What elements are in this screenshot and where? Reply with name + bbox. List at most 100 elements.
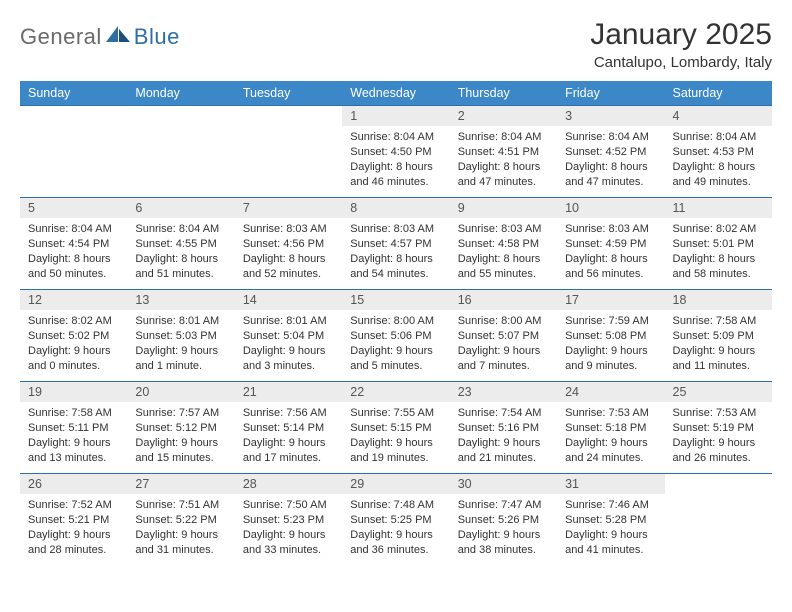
calendar-row: ......1Sunrise: 8:04 AMSunset: 4:50 PMDa… [20, 106, 772, 198]
day-number: 18 [665, 290, 772, 310]
day-details: Sunrise: 8:01 AMSunset: 5:04 PMDaylight:… [235, 310, 342, 379]
day-number: 22 [342, 382, 449, 402]
calendar-cell: .. [665, 474, 772, 566]
day-number: 8 [342, 198, 449, 218]
calendar-cell: 9Sunrise: 8:03 AMSunset: 4:58 PMDaylight… [450, 198, 557, 290]
logo-word2: Blue [134, 24, 180, 50]
day-number: 31 [557, 474, 664, 494]
day-number: 29 [342, 474, 449, 494]
day-details: Sunrise: 8:00 AMSunset: 5:07 PMDaylight:… [450, 310, 557, 379]
calendar-cell: .. [20, 106, 127, 198]
calendar-row: 19Sunrise: 7:58 AMSunset: 5:11 PMDayligh… [20, 382, 772, 474]
day-details: Sunrise: 8:03 AMSunset: 4:59 PMDaylight:… [557, 218, 664, 287]
calendar-cell: 1Sunrise: 8:04 AMSunset: 4:50 PMDaylight… [342, 106, 449, 198]
calendar-cell: 21Sunrise: 7:56 AMSunset: 5:14 PMDayligh… [235, 382, 342, 474]
calendar-cell: 10Sunrise: 8:03 AMSunset: 4:59 PMDayligh… [557, 198, 664, 290]
calendar-cell: 7Sunrise: 8:03 AMSunset: 4:56 PMDaylight… [235, 198, 342, 290]
day-number: 1 [342, 106, 449, 126]
calendar-cell: 20Sunrise: 7:57 AMSunset: 5:12 PMDayligh… [127, 382, 234, 474]
calendar-cell: .. [235, 106, 342, 198]
day-details: Sunrise: 8:02 AMSunset: 5:02 PMDaylight:… [20, 310, 127, 379]
month-title: January 2025 [590, 18, 772, 52]
calendar-cell: 12Sunrise: 8:02 AMSunset: 5:02 PMDayligh… [20, 290, 127, 382]
day-number: 19 [20, 382, 127, 402]
day-number: 10 [557, 198, 664, 218]
day-number: 9 [450, 198, 557, 218]
calendar-row: 5Sunrise: 8:04 AMSunset: 4:54 PMDaylight… [20, 198, 772, 290]
calendar-cell: 18Sunrise: 7:58 AMSunset: 5:09 PMDayligh… [665, 290, 772, 382]
day-details: Sunrise: 7:57 AMSunset: 5:12 PMDaylight:… [127, 402, 234, 471]
day-details: Sunrise: 8:04 AMSunset: 4:52 PMDaylight:… [557, 126, 664, 195]
day-number: 15 [342, 290, 449, 310]
day-number: 5 [20, 198, 127, 218]
calendar-table: Sunday Monday Tuesday Wednesday Thursday… [20, 81, 772, 566]
calendar-cell: 31Sunrise: 7:46 AMSunset: 5:28 PMDayligh… [557, 474, 664, 566]
day-number: 14 [235, 290, 342, 310]
day-details: Sunrise: 7:51 AMSunset: 5:22 PMDaylight:… [127, 494, 234, 563]
day-details: Sunrise: 7:47 AMSunset: 5:26 PMDaylight:… [450, 494, 557, 563]
location: Cantalupo, Lombardy, Italy [590, 54, 772, 71]
day-number: 28 [235, 474, 342, 494]
day-details: Sunrise: 7:46 AMSunset: 5:28 PMDaylight:… [557, 494, 664, 563]
calendar-cell: 17Sunrise: 7:59 AMSunset: 5:08 PMDayligh… [557, 290, 664, 382]
header-block: General Blue January 2025 Cantalupo, Lom… [20, 18, 772, 71]
day-number: 3 [557, 106, 664, 126]
weekday-header: Saturday [665, 81, 772, 106]
day-number: 16 [450, 290, 557, 310]
day-details: Sunrise: 7:55 AMSunset: 5:15 PMDaylight:… [342, 402, 449, 471]
day-details: Sunrise: 8:03 AMSunset: 4:58 PMDaylight:… [450, 218, 557, 287]
day-number: 11 [665, 198, 772, 218]
day-details: Sunrise: 7:53 AMSunset: 5:18 PMDaylight:… [557, 402, 664, 471]
day-details: Sunrise: 8:04 AMSunset: 4:50 PMDaylight:… [342, 126, 449, 195]
calendar-cell: 19Sunrise: 7:58 AMSunset: 5:11 PMDayligh… [20, 382, 127, 474]
day-details: Sunrise: 8:00 AMSunset: 5:06 PMDaylight:… [342, 310, 449, 379]
day-details: Sunrise: 7:59 AMSunset: 5:08 PMDaylight:… [557, 310, 664, 379]
logo-word1: General [20, 24, 102, 50]
day-details: Sunrise: 7:53 AMSunset: 5:19 PMDaylight:… [665, 402, 772, 471]
calendar-cell: 29Sunrise: 7:48 AMSunset: 5:25 PMDayligh… [342, 474, 449, 566]
day-number: 2 [450, 106, 557, 126]
day-details: Sunrise: 8:04 AMSunset: 4:55 PMDaylight:… [127, 218, 234, 287]
calendar-cell: 30Sunrise: 7:47 AMSunset: 5:26 PMDayligh… [450, 474, 557, 566]
day-details: Sunrise: 8:04 AMSunset: 4:51 PMDaylight:… [450, 126, 557, 195]
day-details: Sunrise: 7:58 AMSunset: 5:09 PMDaylight:… [665, 310, 772, 379]
calendar-cell: 25Sunrise: 7:53 AMSunset: 5:19 PMDayligh… [665, 382, 772, 474]
calendar-cell: 16Sunrise: 8:00 AMSunset: 5:07 PMDayligh… [450, 290, 557, 382]
weekday-header: Monday [127, 81, 234, 106]
calendar-row: 12Sunrise: 8:02 AMSunset: 5:02 PMDayligh… [20, 290, 772, 382]
day-number: 20 [127, 382, 234, 402]
calendar-cell: 3Sunrise: 8:04 AMSunset: 4:52 PMDaylight… [557, 106, 664, 198]
day-number: 25 [665, 382, 772, 402]
calendar-cell: 4Sunrise: 8:04 AMSunset: 4:53 PMDaylight… [665, 106, 772, 198]
calendar-cell: 28Sunrise: 7:50 AMSunset: 5:23 PMDayligh… [235, 474, 342, 566]
calendar-cell: 6Sunrise: 8:04 AMSunset: 4:55 PMDaylight… [127, 198, 234, 290]
day-number: 4 [665, 106, 772, 126]
day-details: Sunrise: 7:50 AMSunset: 5:23 PMDaylight:… [235, 494, 342, 563]
weekday-header: Wednesday [342, 81, 449, 106]
day-number: 13 [127, 290, 234, 310]
day-number: 21 [235, 382, 342, 402]
day-details: Sunrise: 8:04 AMSunset: 4:53 PMDaylight:… [665, 126, 772, 195]
sail-icon [106, 26, 132, 44]
title-block: January 2025 Cantalupo, Lombardy, Italy [590, 18, 772, 71]
calendar-cell: .. [127, 106, 234, 198]
day-number: 26 [20, 474, 127, 494]
calendar-row: 26Sunrise: 7:52 AMSunset: 5:21 PMDayligh… [20, 474, 772, 566]
calendar-cell: 27Sunrise: 7:51 AMSunset: 5:22 PMDayligh… [127, 474, 234, 566]
calendar-cell: 5Sunrise: 8:04 AMSunset: 4:54 PMDaylight… [20, 198, 127, 290]
day-details: Sunrise: 7:54 AMSunset: 5:16 PMDaylight:… [450, 402, 557, 471]
calendar-cell: 26Sunrise: 7:52 AMSunset: 5:21 PMDayligh… [20, 474, 127, 566]
day-number: 27 [127, 474, 234, 494]
day-details: Sunrise: 7:52 AMSunset: 5:21 PMDaylight:… [20, 494, 127, 563]
day-number: 12 [20, 290, 127, 310]
day-details: Sunrise: 8:03 AMSunset: 4:57 PMDaylight:… [342, 218, 449, 287]
logo: General Blue [20, 18, 180, 50]
calendar-cell: 11Sunrise: 8:02 AMSunset: 5:01 PMDayligh… [665, 198, 772, 290]
weekday-header: Thursday [450, 81, 557, 106]
day-details: Sunrise: 7:48 AMSunset: 5:25 PMDaylight:… [342, 494, 449, 563]
weekday-header: Tuesday [235, 81, 342, 106]
calendar-cell: 24Sunrise: 7:53 AMSunset: 5:18 PMDayligh… [557, 382, 664, 474]
day-details: Sunrise: 8:04 AMSunset: 4:54 PMDaylight:… [20, 218, 127, 287]
day-number: 23 [450, 382, 557, 402]
weekday-header-row: Sunday Monday Tuesday Wednesday Thursday… [20, 81, 772, 106]
